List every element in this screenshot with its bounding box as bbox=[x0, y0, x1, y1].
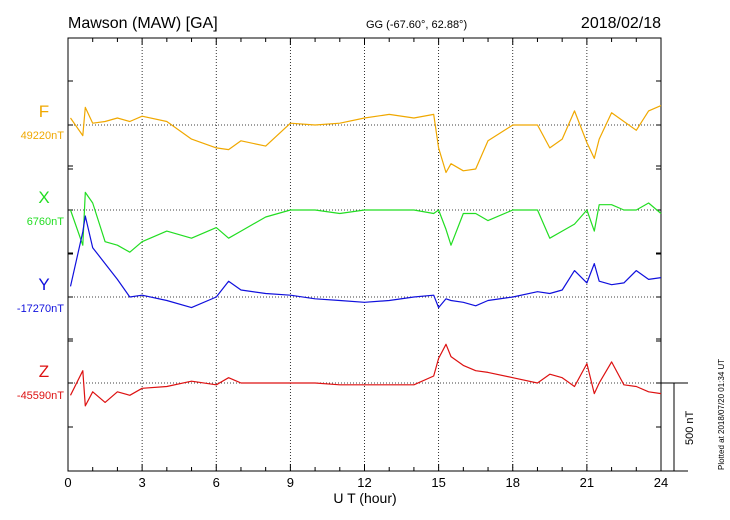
series-line-f bbox=[70, 105, 662, 174]
x-axis-ticks: 0 3 6 9 12 15 18 21 24 bbox=[64, 38, 668, 490]
plotted-note: Plotted at 2018/07/20 01:34 UT bbox=[717, 359, 726, 470]
series-line-x bbox=[69, 191, 662, 253]
series-name-f: F bbox=[39, 102, 49, 121]
series-baseline-y: -17270nT bbox=[17, 303, 64, 315]
scale-bar-label: 500 nT bbox=[684, 410, 696, 445]
series-labels: F 49220nT X 6760nT Y -17270nT Z -45590nT bbox=[17, 102, 64, 402]
chart-date: 2018/02/18 bbox=[581, 15, 661, 32]
series-line-y bbox=[69, 215, 662, 309]
series-name-x: X bbox=[38, 188, 49, 207]
series-baseline-z: -45590nT bbox=[17, 390, 64, 402]
x-tick-label: 24 bbox=[654, 475, 668, 490]
chart-subtitle: GG (-67.60°, 62.88°) bbox=[366, 19, 467, 31]
x-tick-label: 6 bbox=[213, 475, 220, 490]
x-tick-label: 9 bbox=[287, 475, 294, 490]
series-baseline-x: 6760nT bbox=[27, 216, 65, 228]
x-axis-label: U T (hour) bbox=[333, 490, 396, 506]
scale-bar: 500 nT bbox=[661, 382, 696, 472]
chart-title: Mawson (MAW) [GA] bbox=[68, 15, 218, 32]
x-tick-label: 18 bbox=[506, 475, 520, 490]
x-tick-label: 15 bbox=[431, 475, 445, 490]
x-tick-label: 21 bbox=[580, 475, 594, 490]
series-name-y: Y bbox=[38, 275, 49, 294]
grid bbox=[68, 38, 661, 471]
series-layer bbox=[69, 105, 662, 407]
series-baseline-f: 49220nT bbox=[21, 130, 65, 142]
series-name-z: Z bbox=[39, 362, 49, 381]
series-line-z bbox=[69, 343, 662, 407]
x-tick-label: 0 bbox=[64, 475, 71, 490]
x-tick-label: 12 bbox=[357, 475, 371, 490]
x-tick-label: 3 bbox=[139, 475, 146, 490]
